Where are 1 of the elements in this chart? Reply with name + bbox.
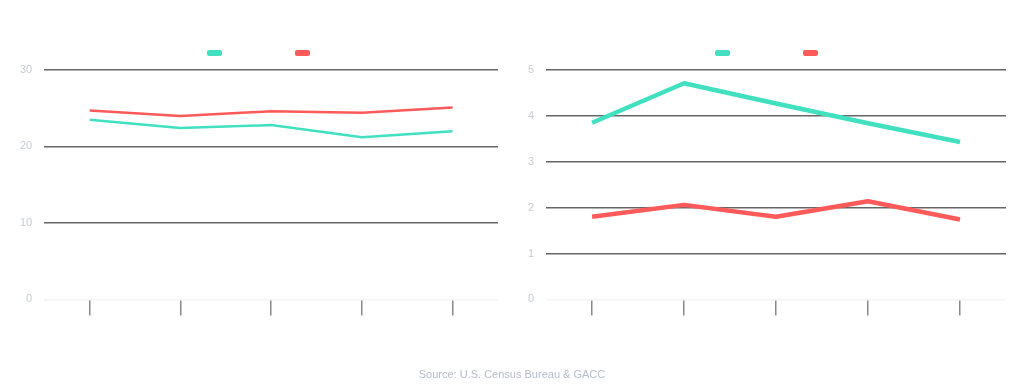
source-note: Source: U.S. Census Bureau & GACC: [417, 368, 607, 380]
